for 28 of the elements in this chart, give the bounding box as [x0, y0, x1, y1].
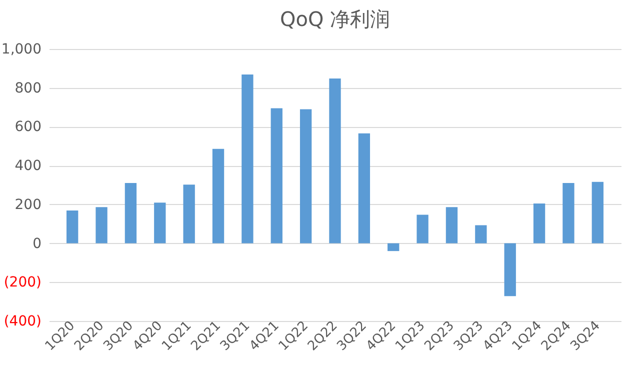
y-tick-label: (400) — [4, 314, 42, 330]
bar — [533, 203, 546, 244]
bar — [96, 207, 108, 244]
bar — [124, 183, 137, 244]
bar — [242, 74, 254, 244]
bar — [212, 148, 224, 244]
bar — [270, 108, 282, 244]
y-tick-label: 1,000 — [1, 42, 42, 58]
bar — [592, 182, 604, 244]
bar — [66, 210, 78, 244]
bar — [446, 207, 458, 244]
bar — [300, 109, 312, 244]
bar — [562, 183, 574, 244]
bar — [329, 78, 341, 244]
y-tick-label: 800 — [14, 80, 42, 96]
bar — [504, 243, 516, 296]
bar — [154, 202, 166, 244]
y-tick-label: 400 — [14, 158, 42, 174]
bar — [416, 214, 428, 244]
bar — [358, 133, 370, 244]
bar — [183, 184, 195, 244]
bar — [388, 243, 400, 252]
y-tick-label: 200 — [14, 196, 42, 213]
y-tick-label: 0 — [32, 236, 42, 252]
y-tick-label: (200) — [4, 274, 42, 291]
chart-title: QoQ 净利润 — [280, 7, 390, 31]
bar — [475, 225, 487, 244]
y-tick-label: 600 — [14, 119, 42, 136]
